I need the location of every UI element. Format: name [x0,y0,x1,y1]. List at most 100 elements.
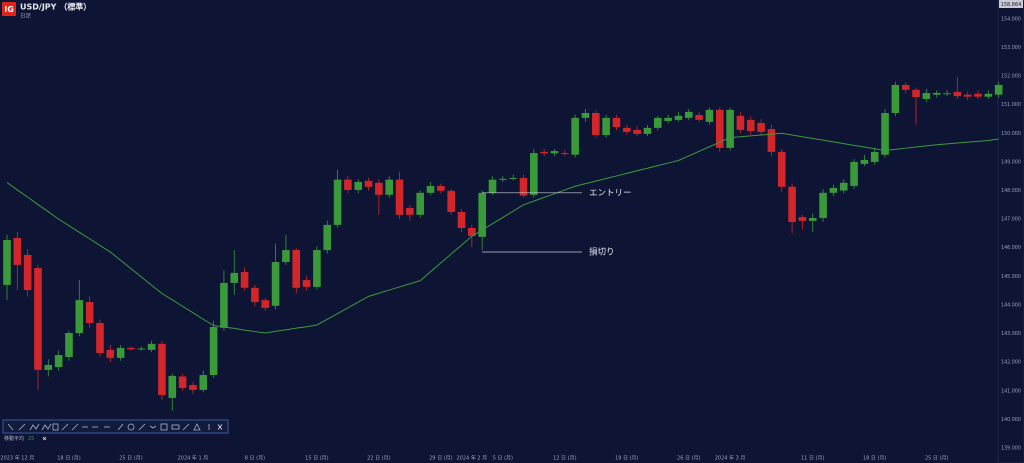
x-tick-label: 8 日 (月) [245,456,265,462]
candle-body [385,179,394,195]
y-tick-label: 144.000 [1001,302,1021,308]
candle-body [478,192,486,237]
y-tick-label: 143.000 [1001,331,1021,337]
candle-body [34,268,42,370]
candle-body [251,287,259,303]
candle-body [96,322,104,354]
candle-body [457,211,466,229]
candle-body [468,228,476,237]
candle-body [612,117,621,128]
tool-wave[interactable] [41,423,52,431]
candle-body [168,375,177,398]
candle-body [602,117,610,136]
candle-body [746,119,755,132]
tool-brush[interactable] [138,423,146,431]
toolbar-close[interactable] [217,424,223,430]
candle-body [839,182,848,191]
tool-pen[interactable] [117,423,124,431]
tool-fib[interactable] [52,423,59,431]
candle-body [829,187,838,193]
candle-body [499,178,507,180]
y-tick-label: 147.000 [1001,217,1021,223]
x-tick-label: 25 日 (月) [119,456,142,462]
indicator-close[interactable] [42,436,47,441]
logo: IG [4,5,14,14]
candle-body [209,326,218,376]
candle-body [3,240,11,285]
tool-curve[interactable] [149,425,157,429]
candle-body [271,262,280,306]
candle-body [261,300,270,308]
tool-circle[interactable] [127,423,135,431]
tool-triangle[interactable] [193,423,201,431]
candle-body [736,115,745,130]
candle-body [127,347,135,350]
tool-path[interactable] [29,423,40,431]
candle-body [684,111,693,118]
candle-body [561,153,569,155]
candle-body [426,185,435,193]
x-tick-label: 26 日 (月) [677,456,700,462]
candle-body [313,250,321,287]
candle-body [199,375,208,390]
candle-body [364,180,373,187]
y-tick-label: 148.000 [1001,188,1021,194]
candle-body [230,272,239,283]
x-tick-label: 5 日 (月) [493,456,513,462]
candle-body [695,115,703,120]
candle-body [292,250,301,288]
y-tick-label: 149.000 [1001,159,1021,165]
candle-body [530,153,538,195]
candle-body [519,177,528,196]
tool-fan[interactable] [61,423,69,431]
title: USD/JPY （標準） [20,2,91,12]
candle-body [870,151,879,162]
candle-body [643,127,652,134]
candle-body [85,302,94,323]
tool-rect[interactable] [160,423,168,431]
candle-body [302,280,311,287]
tool-trend[interactable] [71,423,79,431]
y-tick-label: 150.000 [1001,131,1021,137]
price-axis [997,0,1024,463]
candle-body [23,254,32,291]
tool-arrow[interactable] [7,423,14,431]
y-tick-label: 153.000 [1001,45,1021,51]
indicator-name: 移動平均 [4,435,24,442]
candle-body [798,217,807,221]
tool-segment[interactable] [182,423,190,431]
candle-body [777,151,786,187]
x-tick-label: 29 日 (月) [429,456,452,462]
candle-body [581,113,590,118]
candle-body [354,181,363,190]
candle-body [860,159,869,164]
x-tick-label: 11 日 (月) [801,456,824,462]
candle-body [881,113,889,155]
y-tick-label: 146.000 [1001,245,1021,251]
price-label-box [999,0,1023,8]
indicator-period: 25 [28,436,34,442]
tool-range[interactable] [171,424,180,430]
candle-body [819,192,827,218]
candle-body [178,376,187,388]
annotation-text: 損切り [589,247,615,258]
candle-body [137,348,146,350]
tool-line[interactable] [18,423,26,431]
toolbar [2,419,229,441]
x-tick-label: 18 日 (月) [863,456,886,462]
candle-body [282,250,290,263]
x-tick-label: 15 日 (月) [305,456,328,462]
candle-body [147,343,156,350]
candle-body [943,93,951,95]
moving-average [6,132,999,334]
candle-body [808,217,817,221]
candle-body [75,300,84,333]
candle-body [540,151,548,154]
y-tick-label: 151.000 [1001,102,1021,108]
x-tick-label: 18 日 (月) [57,456,80,462]
y-tick-label: 142.000 [1001,360,1021,366]
candle-body [953,91,962,97]
